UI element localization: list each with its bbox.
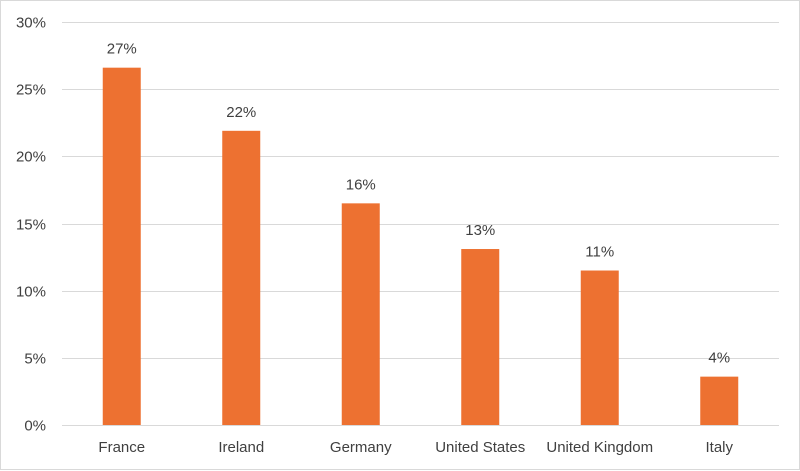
x-axis-tick-labels: France Ireland Germany United States United … <box>98 439 733 456</box>
data-label: 27% <box>107 41 137 58</box>
bar <box>580 270 619 425</box>
bar <box>461 249 500 425</box>
gridlines <box>62 22 779 426</box>
x-tick-label: United Kingdom <box>546 439 653 456</box>
x-tick-label: Ireland <box>218 439 264 456</box>
data-label: 22% <box>226 104 256 121</box>
bar <box>341 203 380 425</box>
x-tick-label: Italy <box>705 439 733 456</box>
data-label: 16% <box>346 176 376 193</box>
x-tick-label: Germany <box>330 439 392 456</box>
y-tick-label: 5% <box>24 351 46 368</box>
bar <box>102 67 141 425</box>
x-tick-label: France <box>98 439 145 456</box>
y-tick-label: 20% <box>16 149 46 166</box>
x-tick-label: United States <box>435 439 525 456</box>
y-tick-label: 10% <box>16 284 46 301</box>
y-tick-label: 15% <box>16 217 46 234</box>
y-axis-tick-labels: 0% 5% 10% 15% 20% 25% 30% <box>16 15 46 435</box>
bar <box>222 130 261 425</box>
data-labels: 27% 22% 16% 13% 11% 4% <box>107 41 730 367</box>
y-tick-label: 25% <box>16 82 46 99</box>
bars <box>102 67 739 425</box>
y-tick-label: 30% <box>16 15 46 32</box>
y-tick-label: 0% <box>24 418 46 435</box>
data-label: 4% <box>708 350 730 367</box>
data-label: 13% <box>465 222 495 239</box>
bar <box>700 376 739 425</box>
data-label: 11% <box>585 244 614 261</box>
